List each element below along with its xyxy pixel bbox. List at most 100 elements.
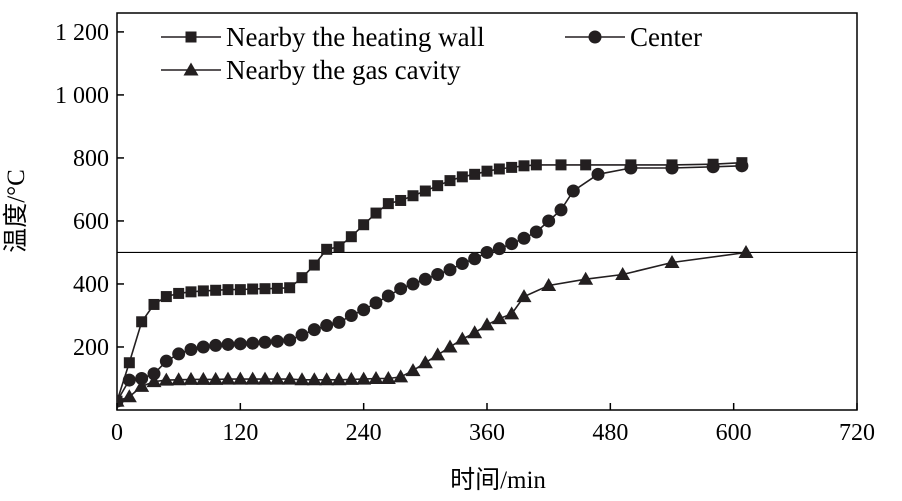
x-tick-label: 720 (839, 420, 875, 446)
data-point (195, 371, 211, 385)
data-point (554, 203, 568, 217)
data-point (209, 338, 223, 352)
data-point (147, 367, 161, 381)
data-point (530, 159, 542, 171)
data-point (246, 336, 260, 350)
data-point (284, 282, 296, 294)
data-point (122, 373, 136, 387)
y-tick-label: 800 (73, 146, 109, 172)
data-point (454, 331, 470, 345)
data-point (430, 347, 446, 361)
data-point (541, 278, 557, 292)
data-point (456, 171, 468, 183)
y-tick-label: 400 (73, 272, 109, 298)
x-tick-label: 480 (592, 420, 628, 446)
data-point (247, 283, 259, 295)
data-point (444, 175, 456, 187)
legend-item: Nearby the heating wall (161, 22, 485, 52)
data-point (664, 255, 680, 269)
data-point (270, 334, 284, 348)
data-point (706, 160, 720, 174)
x-tick-label: 0 (111, 420, 123, 446)
data-point (171, 372, 187, 386)
data-point (395, 194, 407, 206)
data-point (555, 159, 567, 171)
y-tick-label: 600 (73, 209, 109, 235)
data-point (591, 167, 605, 181)
data-point (516, 289, 532, 303)
legend-label: Nearby the heating wall (226, 22, 485, 52)
y-axis-title: 温度/°C (2, 169, 30, 253)
data-point (735, 159, 749, 173)
data-point (196, 340, 210, 354)
legend-item: Center (565, 22, 702, 52)
data-point (283, 333, 297, 347)
data-point (135, 371, 149, 385)
data-point (197, 285, 209, 297)
data-point (345, 231, 357, 243)
data-point (232, 371, 248, 385)
data-point (208, 371, 224, 385)
x-tick-label: 360 (469, 420, 505, 446)
data-point (468, 252, 482, 266)
series-layer (117, 157, 754, 408)
data-point (343, 371, 359, 385)
data-point (185, 286, 197, 298)
data-point (294, 372, 310, 386)
x-tick-label: 600 (716, 420, 752, 446)
data-point (432, 180, 444, 192)
data-point (407, 190, 419, 202)
y-tick-label: 200 (73, 335, 109, 361)
legend-marker (185, 31, 197, 43)
data-point (172, 347, 186, 361)
data-point (296, 272, 308, 284)
data-point (417, 355, 433, 369)
data-point (431, 268, 445, 282)
data-point (331, 372, 347, 386)
legend-label: Nearby the gas cavity (226, 55, 461, 85)
data-point (491, 311, 507, 325)
x-tick-label: 120 (222, 420, 258, 446)
data-point (506, 161, 518, 173)
data-point (245, 371, 261, 385)
data-point (282, 371, 298, 385)
data-point (134, 378, 150, 392)
legend-marker (588, 30, 602, 44)
data-point (380, 370, 396, 384)
data-point (382, 198, 394, 210)
data-point (406, 277, 420, 291)
data-point (580, 159, 592, 171)
data-point (257, 371, 273, 385)
data-point (455, 256, 469, 270)
data-point (370, 207, 382, 219)
y-tick-label: 1 000 (55, 83, 109, 109)
data-point (615, 267, 631, 281)
data-point (210, 284, 222, 296)
data-point (123, 357, 135, 369)
data-point (480, 245, 494, 259)
data-point (517, 231, 531, 245)
data-point (220, 371, 236, 385)
data-point (308, 259, 320, 271)
data-point (184, 343, 198, 357)
data-point (332, 315, 346, 329)
data-point (443, 263, 457, 277)
data-point (306, 372, 322, 386)
x-tick-label: 240 (346, 420, 382, 446)
data-point (158, 372, 174, 386)
data-point (333, 241, 345, 253)
data-point (566, 184, 580, 198)
data-point (394, 282, 408, 296)
data-point (121, 389, 137, 403)
data-point (369, 296, 383, 310)
x-axis: 0 120 240 360 480 600 720 (111, 403, 875, 446)
data-point (505, 237, 519, 251)
data-point (160, 291, 172, 303)
series-triangle (117, 244, 754, 407)
data-point (344, 308, 358, 322)
data-point (542, 214, 556, 228)
data-point (467, 325, 483, 339)
data-point (269, 371, 285, 385)
data-point (418, 272, 432, 286)
